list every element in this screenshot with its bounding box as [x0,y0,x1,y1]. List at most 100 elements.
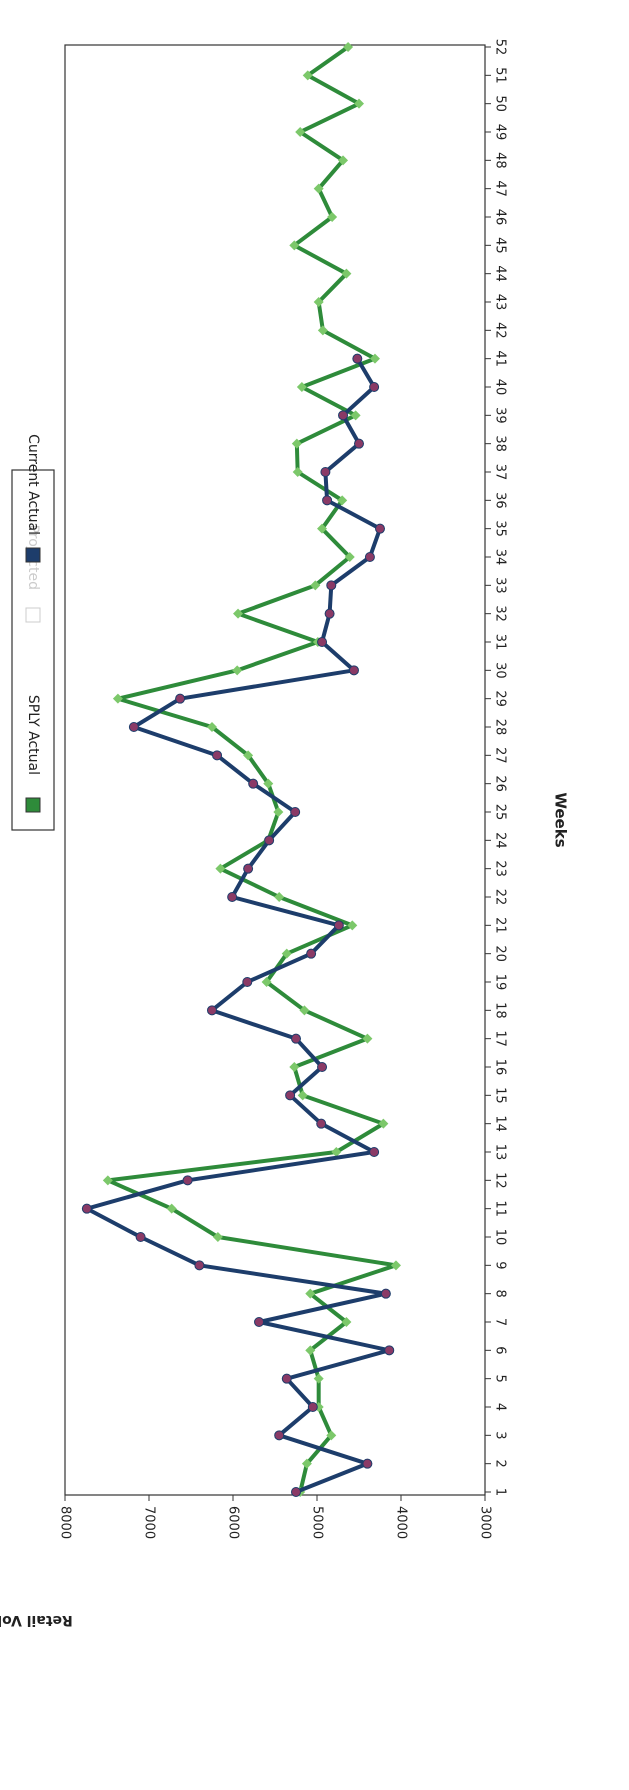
point-marker [354,438,364,449]
point-marker [369,1147,380,1157]
point-marker [112,693,123,704]
x-tick-label: 1 [493,1488,508,1496]
x-tick-label: 47 [493,180,508,197]
legend-label: SPLY Actual [25,695,41,775]
point-marker [375,523,385,534]
point-marker [354,98,364,109]
point-marker [364,552,375,562]
x-tick-label: 43 [493,294,508,311]
point-marker [215,863,226,874]
x-tick-label: 16 [493,1059,508,1076]
x-tick-label: 41 [493,350,508,367]
point-marker [232,665,243,676]
point-marker [362,1458,373,1469]
point-marker [327,212,338,222]
x-tick-label: 26 [493,775,508,792]
point-marker [299,1005,310,1016]
point-marker [348,665,359,676]
point-marker [289,240,300,251]
x-tick-label: 10 [493,1229,508,1246]
point-marker [207,1005,217,1016]
x-tick-label: 13 [493,1144,508,1161]
point-marker [350,410,361,421]
point-marker [243,863,254,874]
point-marker [337,495,348,506]
x-tick-label: 42 [493,322,508,339]
point-marker [264,835,275,846]
point-marker [307,1402,318,1412]
x-tick-label: 6 [493,1346,508,1354]
point-marker [306,948,317,959]
point-marker [302,70,313,81]
point-marker [338,155,349,166]
y-tick-label: 4000 [394,1506,409,1539]
point-marker [305,1345,316,1356]
point-marker [317,523,328,534]
point-marker [344,552,355,562]
point-marker [297,1090,308,1101]
point-marker [369,382,380,392]
point-marker [102,1175,113,1186]
point-marker [291,438,302,449]
point-marker [292,467,303,477]
x-tick-label: 21 [493,917,508,934]
point-marker [166,1203,177,1214]
x-tick-label: 50 [493,95,508,112]
legend [11,469,55,831]
x-tick-label: 39 [493,407,508,424]
point-marker [290,807,301,817]
x-tick-label: 5 [493,1375,508,1383]
point-marker [182,1175,193,1186]
legend-swatch [25,547,41,563]
x-tick-label: 8 [493,1290,508,1298]
x-tick-label: 30 [493,662,508,679]
x-tick-label: 36 [493,492,508,509]
x-tick-label: 40 [493,379,508,396]
x-tick-label: 11 [493,1200,508,1217]
point-marker [322,495,333,506]
point-marker [263,778,274,789]
point-marker [261,977,272,987]
x-tick-label: 4 [493,1403,508,1411]
x-tick-label: 38 [493,435,508,452]
x-tick-label: 22 [493,889,508,906]
x-tick-label: 12 [493,1172,508,1189]
x-tick-label: 45 [493,237,508,254]
point-marker [347,920,358,931]
x-tick-label: 52 [493,39,508,56]
point-marker [317,325,328,336]
point-marker [384,1345,395,1356]
legend-swatch [25,797,41,813]
legend-label: Current Actual [25,434,41,535]
x-tick-label: 24 [493,832,508,849]
point-marker [326,580,337,591]
x-tick-label: 20 [493,945,508,962]
point-marker [369,353,380,364]
point-marker [341,1317,352,1327]
point-marker [274,1430,285,1441]
x-tick-label: 29 [493,690,508,707]
point-marker [135,1232,146,1242]
point-marker [291,1487,301,1497]
point-marker [289,1062,300,1072]
point-marker [352,353,363,364]
point-marker [310,580,321,591]
point-marker [333,920,344,931]
x-tick-label: 7 [493,1318,508,1326]
x-tick-label: 15 [493,1087,508,1104]
point-marker [390,1260,401,1271]
point-marker [128,722,139,732]
point-marker [212,1232,223,1242]
y-tick-label: 3000 [478,1506,493,1539]
x-tick-label: 37 [493,464,508,481]
point-marker [313,1373,324,1384]
point-marker [380,1288,391,1299]
point-marker [243,750,254,761]
point-marker [378,1118,389,1129]
x-tick-label: 51 [493,67,508,84]
point-marker [305,1288,316,1299]
x-tick-label: 17 [493,1030,508,1047]
x-tick-label: 28 [493,719,508,736]
point-marker [242,977,253,987]
x-tick-label: 34 [493,549,508,566]
